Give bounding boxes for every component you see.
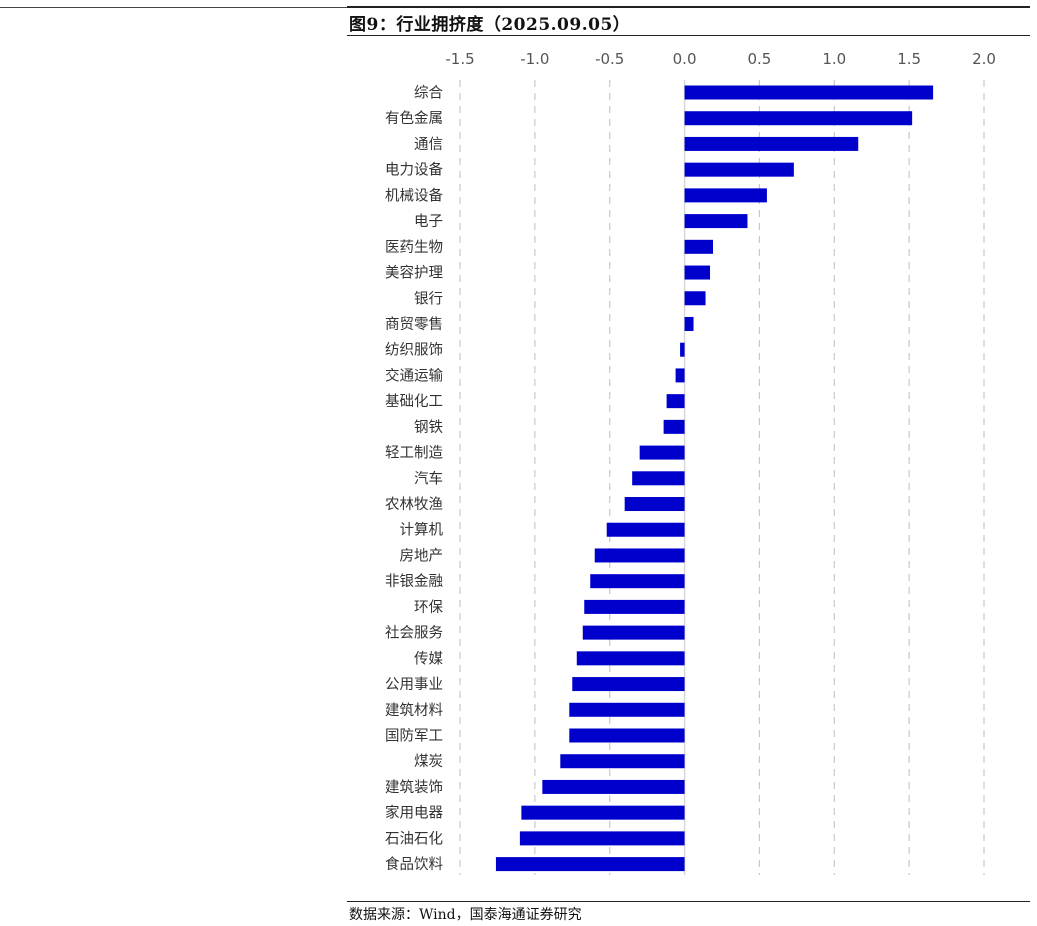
x-tick-label: 0.5	[747, 50, 771, 68]
bar	[684, 214, 748, 229]
x-tick-label: -0.5	[595, 50, 624, 68]
bar	[590, 574, 685, 589]
category-label: 轻工制造	[385, 445, 443, 462]
category-label: 社会服务	[385, 625, 443, 642]
bar	[519, 831, 685, 846]
category-label: 石油石化	[385, 830, 443, 847]
bar	[542, 779, 685, 794]
source-note: 数据来源：Wind，国泰海通证券研究	[349, 907, 582, 923]
bar	[624, 497, 685, 512]
bar	[684, 239, 714, 254]
category-label: 家用电器	[385, 805, 443, 822]
bar	[684, 111, 913, 126]
bar	[684, 265, 711, 280]
category-label: 有色金属	[385, 110, 443, 127]
category-label: 公用事业	[385, 676, 443, 693]
source-rule	[347, 901, 1030, 902]
category-label: 国防军工	[385, 728, 443, 745]
bar	[560, 754, 685, 769]
category-label: 食品饮料	[385, 856, 443, 873]
top-rule-right	[347, 6, 1030, 8]
x-tick-label: -1.0	[520, 50, 549, 68]
bar	[684, 136, 859, 151]
category-label: 建筑材料	[385, 702, 443, 719]
bar	[606, 522, 685, 537]
category-label: 钢铁	[414, 419, 443, 436]
category-label: 煤炭	[414, 753, 443, 770]
x-tick-label: 1.5	[897, 50, 921, 68]
bar	[569, 702, 685, 717]
bar	[594, 548, 685, 563]
category-label: 机械设备	[385, 187, 443, 204]
category-label: 建筑装饰	[385, 779, 443, 796]
category-label: 计算机	[400, 522, 444, 539]
category-label: 基础化工	[385, 393, 443, 410]
bar	[666, 394, 685, 409]
category-label: 商贸零售	[385, 316, 443, 333]
category-label: 传媒	[414, 650, 443, 667]
bar	[582, 625, 685, 640]
bars	[495, 85, 934, 872]
x-tick-label: 0.0	[673, 50, 697, 68]
bar	[521, 805, 685, 820]
category-label: 环保	[414, 599, 443, 616]
category-label: 纺织服饰	[385, 342, 443, 359]
bar	[495, 857, 685, 872]
bar	[584, 599, 685, 614]
category-label: 通信	[414, 136, 443, 153]
category-label: 房地产	[400, 547, 444, 564]
bar	[684, 316, 694, 331]
category-label: 医药生物	[385, 239, 443, 256]
category-label: 综合	[414, 85, 443, 102]
bar	[569, 728, 685, 743]
bar	[572, 677, 685, 692]
bar	[632, 471, 685, 486]
figure-title: 图9：行业拥挤度（2025.09.05）	[349, 15, 631, 35]
x-tick-label: 1.0	[822, 50, 846, 68]
bar	[639, 445, 685, 460]
category-label: 电子	[414, 213, 443, 230]
category-labels: 综合有色金属通信电力设备机械设备电子医药生物美容护理银行商贸零售纺织服饰交通运输…	[385, 85, 443, 874]
bar	[684, 162, 794, 177]
x-tick-label: -1.5	[445, 50, 474, 68]
bar	[684, 85, 934, 100]
top-rule-left	[0, 7, 347, 8]
category-label: 农林牧渔	[385, 496, 443, 513]
category-label: 银行	[414, 290, 443, 307]
category-label: 交通运输	[385, 366, 443, 384]
category-label: 非银金融	[385, 573, 443, 590]
bar	[675, 368, 685, 383]
category-label: 汽车	[414, 470, 443, 487]
x-tick-label: 2.0	[972, 50, 996, 68]
bar	[684, 291, 706, 306]
bar	[684, 188, 767, 203]
x-axis-ticks: -1.5 -1.0 -0.5 0.0 0.5 1.0 1.5 2.0	[445, 50, 996, 68]
title-rule	[347, 35, 1030, 36]
bar	[576, 651, 685, 666]
category-label: 美容护理	[385, 265, 443, 282]
bar	[663, 419, 685, 434]
bar	[680, 342, 685, 357]
category-label: 电力设备	[385, 162, 443, 179]
